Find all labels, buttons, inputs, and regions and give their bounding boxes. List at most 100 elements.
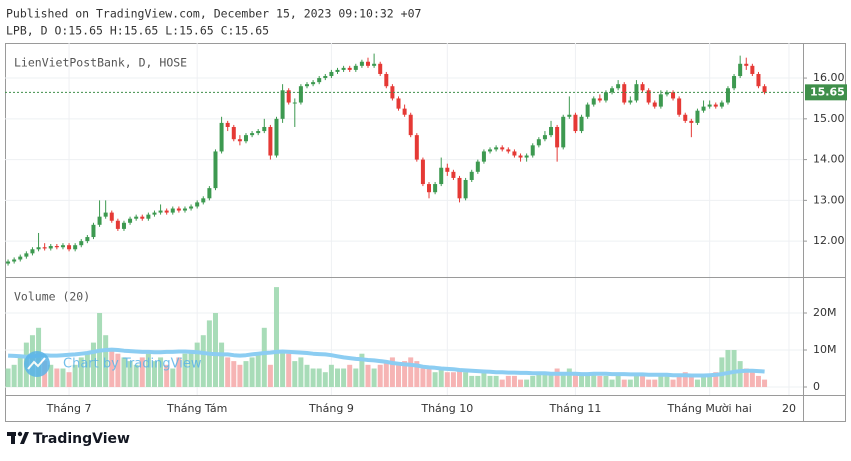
candle-body: [268, 126, 273, 156]
volume-bar: [682, 372, 688, 388]
volume-bar: [664, 375, 670, 388]
candle-body: [402, 108, 407, 115]
x-tick-label: Tháng 11: [548, 402, 601, 415]
symbol-line: LPB, D O:15.65 H:15.65 L:15.65 C:15.65: [6, 24, 269, 38]
candle-body: [353, 65, 358, 70]
candle-body: [18, 256, 23, 260]
volume-bar: [365, 364, 371, 388]
volume-bar: [426, 368, 432, 388]
volume-bar: [530, 375, 536, 388]
volume-bar: [310, 368, 316, 388]
volume-bar: [133, 364, 139, 388]
candle-body: [500, 147, 505, 150]
volume-bar: [725, 350, 731, 388]
volume-bar: [640, 375, 646, 388]
volume-bar: [219, 342, 225, 388]
volume-bar: [579, 375, 585, 388]
candle-body: [341, 67, 346, 70]
candle-body: [30, 249, 35, 254]
volume-bar: [511, 375, 517, 388]
volume-bar: [475, 375, 481, 388]
volume-bar: [420, 368, 426, 388]
volume-bar: [438, 368, 444, 388]
candle-body: [140, 216, 145, 219]
candle-body: [12, 259, 17, 262]
candle-body: [317, 78, 322, 83]
candle-body: [603, 92, 608, 101]
volume-bar: [341, 368, 347, 388]
volume-bar: [652, 379, 658, 388]
volume-bar: [572, 372, 578, 388]
volume-bar: [328, 364, 334, 388]
candle-body: [134, 216, 139, 219]
candle-body: [60, 245, 65, 248]
volume-bar: [749, 372, 755, 388]
candle-body: [335, 69, 340, 72]
candle-body: [103, 212, 108, 217]
candle-body: [707, 104, 712, 107]
volume-bar: [609, 379, 615, 388]
volume-bar: [554, 368, 560, 388]
candle-body: [567, 114, 572, 117]
volume-legend: Volume (20): [14, 290, 90, 304]
volume-bar: [487, 375, 493, 388]
candle-body: [744, 63, 749, 66]
plot: [5, 53, 803, 388]
volume-bar: [493, 375, 499, 388]
candle-body: [433, 184, 438, 193]
candle-body: [189, 206, 194, 209]
volume-bar: [670, 379, 676, 388]
published-line: Published on TradingView.com, December 1…: [6, 7, 421, 21]
candle-body: [73, 245, 78, 250]
y-tick-label: 16.00: [813, 71, 845, 84]
candle-body: [304, 84, 309, 87]
volume-bar: [707, 375, 713, 388]
candle-body: [469, 171, 474, 180]
volume-bar: [188, 350, 194, 388]
candle-body: [115, 220, 120, 229]
volume-bar: [396, 364, 402, 388]
candle-body: [634, 84, 639, 101]
volume-bar: [54, 368, 60, 388]
volume-bar: [377, 364, 383, 388]
candle-body: [359, 61, 364, 66]
y-tick-label: 10M: [813, 343, 837, 356]
candle-body: [457, 177, 462, 199]
volume-bar: [72, 364, 78, 388]
candle-body: [128, 218, 133, 223]
volume-bar: [463, 372, 469, 388]
candle-body: [219, 122, 224, 152]
volume-bar: [389, 357, 395, 388]
candle-body: [756, 73, 761, 87]
x-tick-label: Tháng 9: [308, 402, 354, 415]
volume-bar: [164, 364, 170, 388]
candle-body: [738, 63, 743, 77]
volume-bar: [597, 375, 603, 388]
volume-bar: [353, 368, 359, 388]
candle-body: [689, 120, 694, 123]
volume-bar: [548, 372, 554, 388]
candle-body: [463, 179, 468, 199]
volume-bar: [121, 357, 127, 388]
volume-bar: [48, 364, 54, 388]
volume-bar: [414, 361, 420, 388]
x-tick-label: Tháng Tám: [166, 402, 227, 415]
volume-bar: [524, 379, 530, 388]
candle-body: [475, 161, 480, 172]
brand-text: TradingView: [33, 431, 130, 447]
watermark-icon-line: [27, 357, 46, 370]
volume-bar: [103, 335, 109, 388]
candle-body: [652, 102, 657, 107]
candle-body: [121, 222, 126, 229]
volume-bar: [621, 379, 627, 388]
volume-bar: [402, 361, 408, 388]
volume-bar: [450, 372, 456, 388]
candle-body: [6, 261, 11, 264]
volume-bar: [743, 368, 749, 388]
candle-body: [286, 90, 291, 103]
volume-bar: [444, 372, 450, 388]
last-price-label: 15.65: [810, 85, 845, 98]
candle-body: [640, 84, 645, 91]
candle-body: [579, 116, 584, 132]
